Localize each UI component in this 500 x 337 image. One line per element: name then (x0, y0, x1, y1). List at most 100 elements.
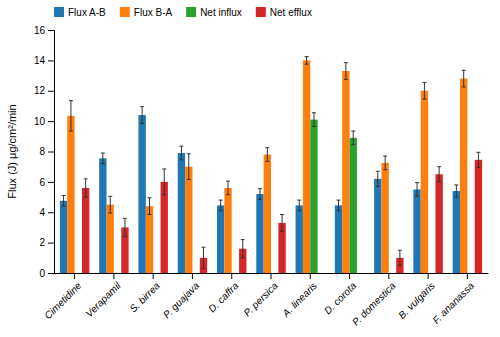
bar (99, 158, 106, 273)
bar (60, 201, 67, 273)
error-bar (344, 63, 348, 80)
bar (161, 182, 168, 273)
x-axis: CimetidineVerapamilS. birreaP. guajavaD.… (42, 273, 488, 328)
y-axis: 0 2 4 6 8 10 12 14 16 (34, 25, 55, 279)
bar (224, 188, 231, 273)
bar-series (67, 57, 467, 273)
x-tick-mark (153, 273, 154, 279)
y-tick: 12 (34, 85, 54, 96)
x-tick-label: D. caffra (206, 280, 241, 315)
bar (256, 194, 263, 273)
error-bar (297, 200, 301, 211)
x-tick-label: P. persica (241, 280, 280, 319)
y-tick-label: 0 (39, 268, 45, 279)
legend-label: Net influx (200, 7, 242, 18)
x-tick-mark (231, 273, 232, 279)
y-tick: 8 (39, 146, 54, 157)
error-bar (280, 215, 284, 232)
y-tick-mark (48, 60, 54, 61)
y-tick-label: 16 (34, 25, 46, 36)
bar (475, 160, 482, 273)
legend-label: Flux A-B (68, 7, 106, 18)
x-tick: S. birrea (127, 273, 162, 315)
plot-area (60, 57, 482, 273)
y-tick: 6 (39, 177, 54, 188)
y-tick-mark (48, 243, 54, 244)
x-tick-label: P. guajava (161, 280, 202, 321)
x-tick: Verapamil (83, 273, 123, 319)
legend-swatch (186, 7, 196, 17)
error-bar (305, 57, 309, 65)
y-tick-mark (48, 152, 54, 153)
bar (342, 71, 349, 273)
y-tick: 10 (34, 116, 54, 127)
x-tick: D. corota (322, 273, 359, 316)
error-bar (201, 247, 205, 268)
legend-swatch (256, 7, 266, 17)
error-bar (398, 250, 402, 265)
bar (453, 191, 460, 273)
y-tick-label: 10 (34, 116, 46, 127)
error-bar (258, 189, 262, 200)
x-tick: D. caffra (206, 273, 241, 315)
error-bar (241, 240, 245, 258)
error-bar (351, 131, 355, 145)
bar-series (82, 152, 482, 273)
error-bar (123, 218, 127, 236)
bar-series (310, 113, 357, 273)
x-tick: Cimetidine (42, 273, 83, 321)
bar (335, 205, 342, 273)
error-bar (101, 153, 105, 164)
y-tick-mark (48, 212, 54, 213)
error-bar (187, 154, 191, 180)
bar (146, 206, 153, 273)
error-bar (162, 169, 166, 195)
y-tick: 4 (39, 207, 54, 218)
x-tick-label: Verapamil (83, 279, 123, 319)
error-bar (437, 167, 441, 182)
x-tick-mark (428, 273, 429, 279)
bar (138, 115, 145, 273)
bar (435, 174, 442, 273)
y-tick-label: 14 (34, 55, 46, 66)
y-tick: 2 (39, 237, 54, 248)
error-bar (476, 152, 480, 167)
error-bar (422, 82, 426, 99)
x-tick-label: A. linearis (280, 280, 320, 320)
legend-item: Flux B-A (120, 7, 173, 18)
y-axis-title: Flux (J) μg/cm²/min (6, 104, 18, 198)
bar (178, 153, 185, 273)
error-bar (226, 181, 230, 195)
error-bar (462, 70, 466, 87)
x-tick-label: S. birrea (127, 280, 162, 315)
bar (374, 179, 381, 273)
x-tick-mark (192, 273, 193, 279)
error-bar (219, 200, 223, 211)
bar (107, 205, 114, 273)
x-tick-label: Cimetidine (42, 280, 83, 321)
y-tick-label: 2 (39, 237, 45, 248)
bar (296, 205, 303, 273)
bar (82, 188, 89, 273)
x-tick-mark (467, 273, 468, 279)
bar (350, 138, 357, 273)
error-bar (415, 183, 419, 197)
bar-series (60, 107, 460, 273)
bar (185, 167, 192, 273)
legend-label: Net efflux (270, 7, 312, 18)
x-tick: A. linearis (280, 273, 320, 320)
bar (217, 205, 224, 273)
error-bar (140, 107, 144, 124)
error-bar (84, 179, 88, 197)
error-bar (383, 156, 387, 170)
x-tick: P. domestica (350, 273, 398, 328)
x-tick-mark (310, 273, 311, 279)
x-tick: P. persica (241, 273, 280, 318)
error-bar (179, 146, 183, 160)
x-tick: P. guajava (161, 273, 202, 320)
x-tick-label: P. domestica (350, 280, 398, 328)
x-tick-mark (349, 273, 350, 279)
error-bar (376, 171, 380, 186)
legend: Flux A-B Flux B-A Net influx Net efflux (54, 7, 312, 18)
y-tick: 16 (34, 25, 54, 36)
